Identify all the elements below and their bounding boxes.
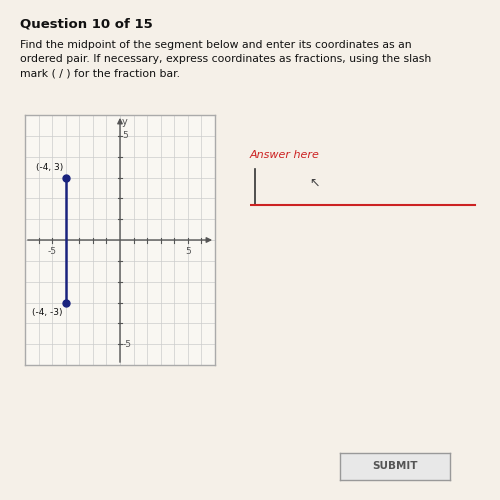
Text: -5: -5 (48, 248, 56, 256)
Text: SUBMIT: SUBMIT (372, 461, 418, 471)
Text: (-4, 3): (-4, 3) (36, 164, 63, 172)
Text: Find the midpoint of the segment below and enter its coordinates as an
ordered p: Find the midpoint of the segment below a… (20, 40, 431, 78)
Text: Answer here: Answer here (250, 150, 320, 160)
Text: y: y (122, 117, 128, 127)
Text: (-4, -3): (-4, -3) (32, 308, 63, 316)
Text: 5: 5 (185, 248, 190, 256)
Text: ↖: ↖ (309, 176, 320, 190)
Text: -5: -5 (122, 340, 132, 348)
Text: 5: 5 (122, 132, 128, 140)
Text: Question 10 of 15: Question 10 of 15 (20, 18, 153, 30)
